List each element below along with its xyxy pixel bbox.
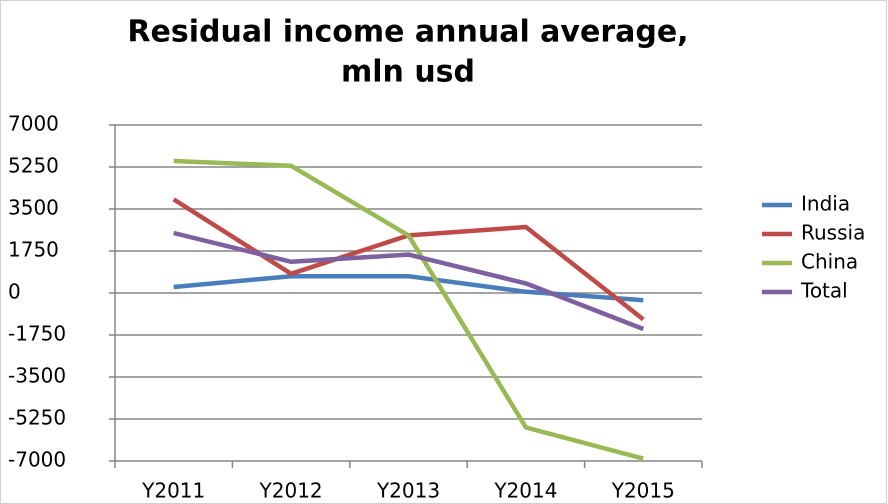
chart-title: mln usd (341, 55, 475, 90)
series-line (173, 158, 644, 461)
y-tick-label: 3500 (8, 196, 59, 220)
y-tick-label: 0 (8, 280, 21, 304)
y-tick-label: 1750 (8, 238, 59, 262)
y-tick-label: -3500 (8, 364, 66, 388)
y-tick-label: 5250 (8, 154, 59, 178)
legend-label: India (801, 192, 850, 216)
x-tick-label: Y2013 (376, 479, 440, 503)
legend-label: Total (800, 279, 848, 303)
x-tick-label: Y2014 (493, 479, 557, 503)
y-tick-label: -1750 (8, 322, 66, 346)
y-tick-label: -5250 (8, 406, 66, 430)
legend-label: China (801, 250, 858, 274)
series-line (173, 230, 645, 332)
series-line (173, 273, 644, 303)
x-tick-label: Y2012 (259, 479, 323, 503)
y-tick-label: -7000 (8, 448, 66, 472)
x-tick-label: Y2015 (611, 479, 675, 503)
x-tick-label: Y2011 (141, 479, 205, 503)
legend-label: Russia (801, 221, 865, 245)
chart-title: Residual income annual average, (127, 15, 688, 50)
y-tick-label: 7000 (8, 112, 59, 136)
